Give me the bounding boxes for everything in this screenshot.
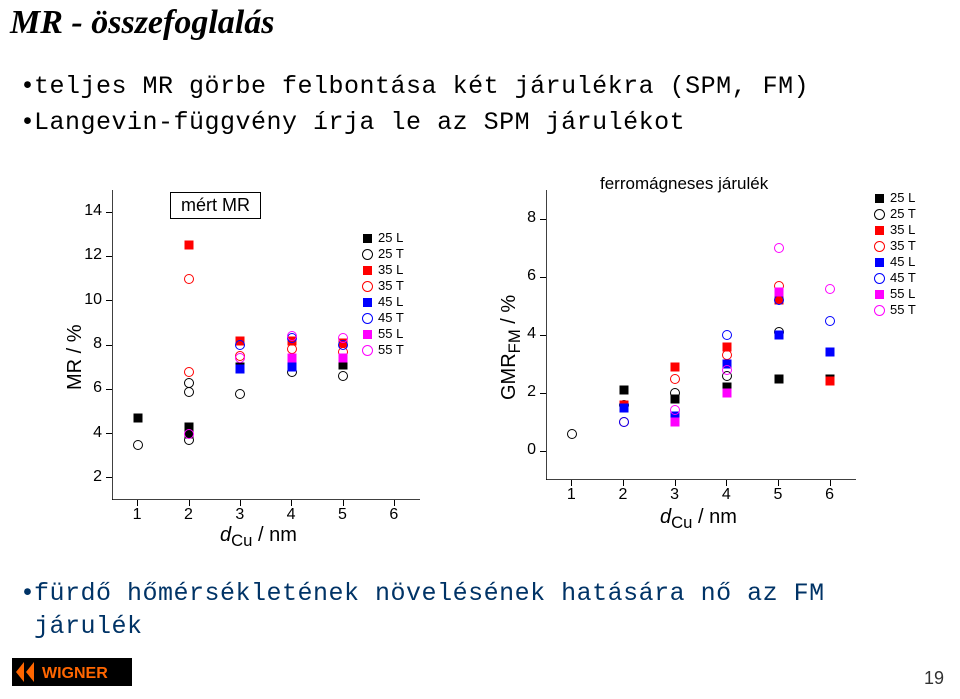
data-point (722, 389, 731, 398)
data-point (338, 333, 348, 343)
data-point (774, 374, 783, 383)
wigner-logo: WIGNER (12, 658, 132, 691)
data-point (338, 371, 348, 381)
page-title: MR - összefoglalás (10, 4, 274, 42)
data-point (619, 403, 628, 412)
data-point (184, 274, 194, 284)
y-tick-label: 8 (522, 209, 536, 227)
data-point (671, 418, 680, 427)
bullet-1: teljes MR görbe felbontása két járulékra… (34, 72, 809, 101)
x-tick-label: 1 (567, 486, 576, 504)
y-tick-label: 12 (80, 246, 102, 264)
data-point (287, 331, 297, 341)
x-tick-label: 2 (619, 486, 628, 504)
data-point (722, 330, 732, 340)
data-point (287, 354, 296, 363)
plot-title-right: ferromágneses járulék (600, 174, 768, 194)
data-point (235, 389, 245, 399)
x-tick-label: 5 (774, 486, 783, 504)
svg-text:WIGNER: WIGNER (42, 665, 108, 682)
data-point (774, 243, 784, 253)
x-tick-label: 4 (287, 506, 296, 524)
bullet-2: Langevin-függvény írja le az SPM járulék… (34, 108, 685, 137)
data-point (235, 340, 245, 350)
plot-area-right: 12345602468 (546, 190, 856, 480)
data-point (670, 405, 680, 415)
legend-item: 55 T (872, 302, 916, 318)
legend-item: 25 L (360, 230, 404, 246)
chart-right: 12345602468 GMRFM / % dCu / nm ferromágn… (480, 180, 940, 550)
legend-item: 45 L (872, 254, 916, 270)
bottom-note: •fürdő hőmérsékletének növelésének hatás… (20, 578, 825, 643)
legend-item: 45 T (872, 270, 916, 286)
y-axis-label-left: MR / % (64, 324, 87, 390)
x-tick-label: 5 (338, 506, 347, 524)
data-point (185, 241, 194, 250)
legend-item: 35 L (360, 262, 404, 278)
y-axis-label-right: GMRFM / % (498, 295, 525, 400)
legend-item: 35 T (360, 278, 404, 294)
page-number: 19 (924, 668, 944, 689)
data-point (671, 362, 680, 371)
legend-item: 25 L (872, 190, 916, 206)
legend-item: 45 T (360, 310, 404, 326)
legend-item: 55 L (872, 286, 916, 302)
y-tick-label: 6 (88, 379, 102, 397)
legend-item: 55 T (360, 342, 404, 358)
y-tick-label: 0 (522, 441, 536, 459)
y-tick-label: 4 (88, 424, 102, 442)
data-point (722, 365, 732, 375)
x-tick-label: 6 (825, 486, 834, 504)
data-point (774, 331, 783, 340)
data-point (133, 414, 142, 423)
y-tick-label: 6 (522, 267, 536, 285)
data-point (184, 429, 194, 439)
data-point (670, 374, 680, 384)
legend-item: 25 T (360, 246, 404, 262)
chart-left: 1234562468101214 MR / % dCu / nm mért MR… (50, 180, 450, 560)
plot-title-left: mért MR (170, 192, 261, 219)
x-tick-label: 3 (235, 506, 244, 524)
legend-left: 25 L25 T35 L35 T45 L45 T55 L55 T (360, 230, 404, 358)
x-tick-label: 1 (133, 506, 142, 524)
data-point (235, 353, 245, 363)
y-tick-label: 10 (80, 291, 102, 309)
data-point (619, 417, 629, 427)
y-tick-label: 14 (80, 202, 102, 220)
x-tick-label: 2 (184, 506, 193, 524)
x-axis-label-right: dCu / nm (660, 506, 737, 533)
legend-item: 55 L (360, 326, 404, 342)
data-point (670, 388, 680, 398)
data-point (184, 387, 194, 397)
x-tick-label: 6 (389, 506, 398, 524)
legend-item: 35 L (872, 222, 916, 238)
bullet-list: •teljes MR görbe felbontása két járulékr… (20, 70, 809, 142)
data-point (774, 287, 783, 296)
legend-item: 25 T (872, 206, 916, 222)
data-point (619, 386, 628, 395)
legend-item: 45 L (360, 294, 404, 310)
data-point (826, 377, 835, 386)
data-point (133, 440, 143, 450)
data-point (774, 295, 784, 305)
x-tick-label: 3 (670, 486, 679, 504)
data-point (184, 367, 194, 377)
legend-item: 35 T (872, 238, 916, 254)
data-point (826, 348, 835, 357)
data-point (287, 363, 296, 372)
data-point (567, 429, 577, 439)
data-point (825, 284, 835, 294)
y-tick-label: 8 (88, 335, 102, 353)
data-point (825, 316, 835, 326)
data-point (339, 354, 348, 363)
data-point (236, 365, 245, 374)
x-tick-label: 4 (722, 486, 731, 504)
legend-right: 25 L25 T35 L35 T45 L45 T55 L55 T (872, 190, 916, 318)
y-tick-label: 2 (88, 468, 102, 486)
x-axis-label-left: dCu / nm (220, 524, 297, 551)
